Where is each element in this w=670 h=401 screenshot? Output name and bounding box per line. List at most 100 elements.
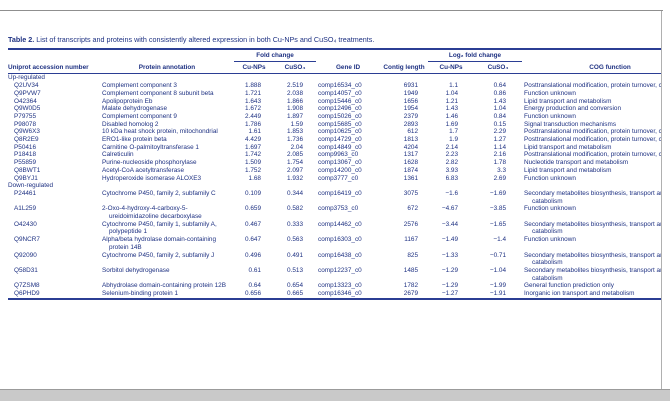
section-label: Up-regulated [8, 74, 45, 82]
cell-cog: Nucleotide transport and metabolism [524, 159, 629, 167]
col-header-fc-cuso4: CuSO₄ [274, 61, 317, 75]
cell-contig-length: 612 [407, 128, 419, 136]
table-row: Q9NCR7 Alpha/beta hydrolase domain-contai… [8, 236, 670, 251]
cell-accession: Q9NCR7 [14, 236, 40, 244]
cell-log2-cunps: −1.29 [441, 282, 459, 290]
cell-fc-cunps: 1.752 [245, 166, 261, 174]
table-number: Table 2. [8, 35, 35, 44]
cell-cog: Posttranslational modification, protein … [524, 136, 670, 144]
table-caption: List of transcripts and proteins with co… [36, 35, 375, 44]
cell-contig-length: 825 [407, 251, 419, 259]
cell-cog: Function unknown [524, 205, 576, 213]
cell-annotation: Alpha/beta hydrolase domain-containing p… [102, 236, 217, 251]
cell-fc-cunps: 4.429 [245, 136, 261, 144]
cell-log2-cuso4: 0.15 [493, 120, 507, 128]
cell-annotation: Complement component 3 [102, 82, 177, 90]
cell-log2-cuso4: −3.85 [489, 205, 507, 213]
cell-accession: P55859 [14, 159, 37, 167]
cell-annotation: Malate dehydrogenase [102, 105, 168, 113]
cell-cog: Posttranslational modification, protein … [524, 128, 670, 136]
cell-log2-cuso4: 1.78 [493, 159, 507, 167]
cell-log2-cuso4: 2.16 [493, 151, 507, 159]
cell-fc-cuso4: 1.736 [287, 136, 304, 144]
table-row: Q9W6X3 10 kDa heat shock protein, mitocho… [8, 128, 670, 136]
cell-log2-cuso4: 0.84 [493, 112, 507, 120]
cell-fc-cunps: 0.647 [245, 236, 261, 244]
table-row: P98078 Disabled homolog 2 1.786 1.59 comp156… [8, 121, 670, 129]
cell-annotation: 10 kDa heat shock protein, mitochondrial [102, 128, 218, 136]
table-row: Q58D31 Sorbitol dehydrogenase 0.61 0.513 com… [8, 267, 670, 282]
cell-annotation: Cytochrome P450, family 2, subfamily C [102, 189, 216, 197]
cell-cog: Function unknown [524, 236, 576, 244]
cell-gene-id: comp13323_c0 [318, 282, 362, 290]
page-margin-mask [662, 0, 670, 389]
col-header-log2-cuso4: CuSO₄ [474, 61, 523, 75]
cell-contig-length: 1167 [404, 236, 419, 244]
cell-log2-cuso4: −1.4 [493, 236, 507, 244]
cell-fc-cuso4: 1.59 [290, 120, 304, 128]
cell-accession: Q9BYJ1 [14, 174, 38, 182]
cell-log2-cunps: 1.7 [449, 128, 459, 136]
cell-annotation: Apolipoprotein Eb [102, 97, 153, 105]
col-header-annotation: Protein annotation [100, 61, 234, 75]
col-header-accession: Uniprot accession number [8, 61, 100, 75]
cell-fc-cunps: 1.888 [245, 82, 261, 90]
col-header-gene-id: Gene ID [316, 61, 381, 75]
cell-annotation: Selenium-binding protein 1 [102, 290, 179, 298]
cell-annotation: 2-Oxo-4-hydroxy-4-carboxy-5-ureidoimidaz… [102, 205, 202, 221]
col-header-contig-length: Contig length [380, 61, 429, 75]
cell-annotation: Complement component 9 [102, 112, 177, 120]
cell-fc-cuso4: 0.491 [287, 251, 304, 259]
cell-fc-cunps: 0.656 [245, 290, 261, 298]
cell-accession: O42430 [14, 220, 37, 228]
section-row: Up-regulated [8, 74, 670, 82]
table-row: Q9PVW7 Complement component 8 subunit bet… [8, 90, 670, 98]
page-right-edge [661, 11, 662, 389]
cell-contig-length: 3075 [403, 189, 419, 197]
cell-annotation: Abhydrolase domain-containing protein 12… [102, 282, 226, 290]
cell-fc-cuso4: 2.04 [290, 143, 304, 151]
cell-contig-length: 1782 [403, 282, 419, 290]
table-row: A1L259 2-Oxo-4-hydroxy-4-carboxy-5-ureido… [8, 205, 670, 220]
cell-gene-id: comp13067_c0 [318, 159, 362, 167]
cell-fc-cunps: 1.721 [245, 89, 261, 97]
cell-accession: P18418 [14, 151, 37, 159]
table-row: Q9BYJ1 Hydroperoxide isomerase ALOXE3 1.68… [8, 175, 670, 183]
col-header-log2-cunps: Cu-NPs [428, 61, 475, 75]
cell-log2-cuso4: 1.04 [493, 105, 507, 113]
cell-annotation: Disabled homolog 2 [102, 120, 159, 128]
cell-accession: Q9W0D5 [14, 105, 41, 113]
cell-accession: P24461 [14, 189, 37, 197]
cell-log2-cuso4: −0.71 [489, 251, 507, 259]
cell-annotation: Acetyl-CoA acetyltransferase [102, 166, 185, 174]
cell-fc-cunps: 1.68 [248, 174, 261, 182]
section-row: Down-regulated [8, 182, 670, 190]
cell-fc-cunps: 0.61 [248, 266, 261, 274]
cell-annotation: ERO1-like protein beta [102, 136, 167, 144]
cell-gene-id: comp16346_c0 [318, 290, 362, 298]
cell-log2-cunps: 1.1 [449, 82, 459, 90]
spanner-fold-change: Fold change [234, 49, 317, 62]
data-table: Fold change Log₂ fold change Uniprot acc… [8, 48, 670, 300]
cell-cog: Lipid transport and metabolism [524, 97, 612, 105]
table-row: P79755 Complement component 9 2.449 1.897 co… [8, 113, 670, 121]
table-row: P18418 Calreticulin 1.742 2.085 comp9963_c0 1… [8, 151, 670, 159]
cell-gene-id: comp16303_c0 [318, 236, 362, 244]
cell-log2-cuso4: 3.3 [497, 166, 507, 174]
cell-fc-cunps: 0.467 [245, 220, 261, 228]
cell-cog: Lipid transport and metabolism [524, 143, 612, 151]
table-row: P55859 Purine-nucleoside phosphorylase 1.5… [8, 159, 670, 167]
cell-log2-cuso4: −1.65 [489, 220, 507, 228]
cell-fc-cunps: 0.64 [248, 282, 261, 290]
column-header-row: Uniprot accession number Protein annotat… [8, 61, 670, 75]
cell-log2-cunps: −1.33 [441, 251, 459, 259]
cell-log2-cunps: −1.29 [441, 266, 459, 274]
cell-accession: Q58D31 [14, 266, 38, 274]
table-row: Q6PHD9 Selenium-binding protein 1 0.656 0.6… [8, 290, 670, 299]
cell-contig-length: 1317 [403, 151, 419, 159]
cell-annotation: Cytochrome P450, family 1, subfamily A, … [102, 220, 217, 236]
cell-cog: Secondary metabolites biosynthesis, tran… [524, 189, 668, 205]
cell-annotation: Sorbitol dehydrogenase [102, 266, 170, 274]
cell-gene-id: comp15446_c0 [318, 97, 362, 105]
cell-accession: O42364 [14, 97, 37, 105]
